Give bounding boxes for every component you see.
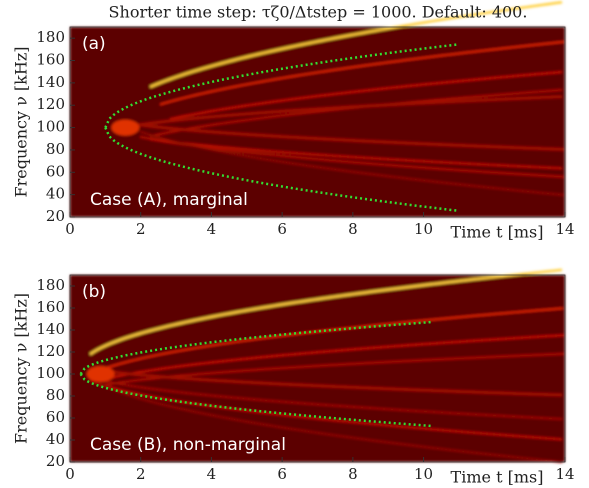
case-annotation: Case (A), marginal	[90, 190, 248, 210]
background	[70, 275, 565, 462]
plot-frame	[69, 274, 566, 463]
y-axis-label: Frequency ν [kHz]	[12, 293, 31, 444]
x-tick-label: 10	[414, 465, 433, 483]
y-tick-label: 20	[46, 207, 65, 225]
streak	[89, 366, 563, 397]
x-tick-label: 14	[555, 220, 574, 238]
streak	[129, 95, 563, 129]
y-axis-label: Frequency ν [kHz]	[12, 47, 31, 198]
plot-frame	[69, 26, 566, 218]
y-tick-label: 120	[36, 342, 65, 360]
x-tick-label: 8	[348, 220, 358, 238]
x-axis-label: Time t [ms]	[451, 468, 544, 487]
x-tick-label: 2	[136, 220, 146, 238]
x-tick-label: 10	[414, 220, 433, 238]
streak	[139, 135, 565, 178]
y-tick-label: 60	[46, 162, 65, 180]
case-annotation: Case (B), non-marginal	[90, 435, 286, 455]
streak	[99, 334, 565, 382]
x-tick-label: 8	[348, 465, 358, 483]
y-tick-label: 140	[36, 73, 65, 91]
x-tick-label: 6	[277, 465, 287, 483]
streak	[149, 137, 563, 170]
streak	[89, 268, 563, 356]
y-tick-label: 120	[36, 95, 65, 113]
streak	[139, 130, 565, 197]
y-tick-label: 60	[46, 408, 65, 426]
streak	[139, 123, 565, 151]
x-tick-label: 6	[277, 220, 287, 238]
streak	[89, 375, 563, 421]
green-curve	[104, 43, 458, 129]
streak	[99, 352, 565, 387]
y-tick-label: 160	[36, 51, 65, 69]
y-tick-label: 100	[36, 364, 65, 382]
streak	[149, 0, 563, 89]
y-tick-label: 80	[46, 386, 65, 404]
green-curve	[79, 320, 433, 375]
hot-spot	[111, 119, 140, 136]
spectrogram-image	[70, 268, 565, 464]
x-tick-label: 4	[207, 220, 217, 238]
streak	[159, 40, 565, 106]
y-tick-label: 40	[46, 430, 65, 448]
x-tick-label: 14	[555, 465, 574, 483]
chart-title: Shorter time step: τζ0/Δtstep = 1000. De…	[109, 3, 528, 22]
x-tick-label: 4	[207, 465, 217, 483]
panel-label: (b)	[82, 282, 106, 302]
x-tick-label: 2	[136, 465, 146, 483]
y-tick-label: 40	[46, 185, 65, 203]
streak	[89, 376, 563, 464]
x-tick-label: 0	[65, 220, 75, 238]
x-tick-label: 0	[65, 465, 75, 483]
streak	[169, 71, 563, 121]
y-tick-label: 180	[36, 276, 65, 294]
y-tick-label: 160	[36, 298, 65, 316]
y-tick-label: 80	[46, 140, 65, 158]
green-curve	[79, 373, 433, 428]
green-curve	[104, 127, 458, 212]
panel-label: (a)	[82, 34, 106, 54]
x-axis-label: Time t [ms]	[451, 223, 544, 242]
hot-spot	[86, 366, 115, 382]
y-tick-label: 180	[36, 28, 65, 46]
y-tick-label: 20	[46, 452, 65, 470]
spectrogram-image	[70, 0, 565, 217]
streak	[89, 378, 563, 441]
y-tick-label: 100	[36, 118, 65, 136]
y-tick-label: 140	[36, 320, 65, 338]
